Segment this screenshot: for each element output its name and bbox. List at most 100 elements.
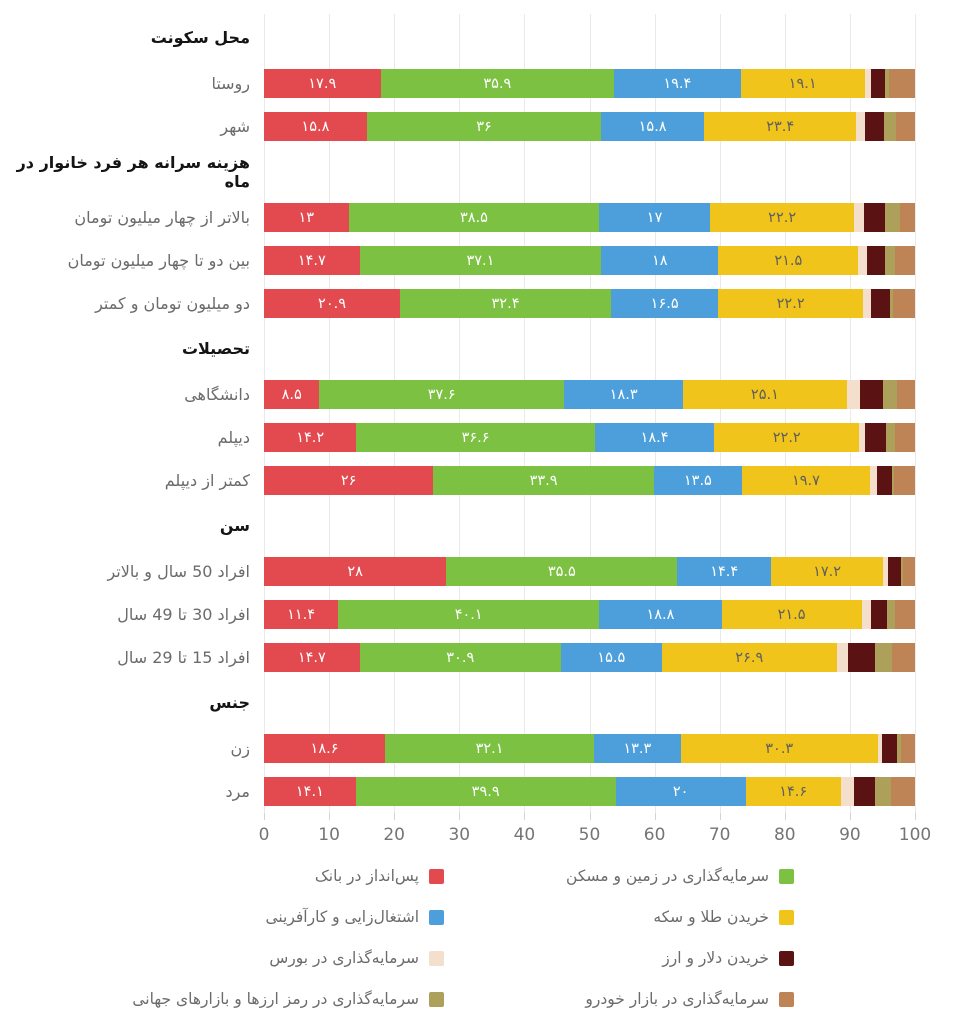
bar-segment[interactable]: ۳۲.۱	[385, 734, 595, 763]
bar-segment[interactable]: ۱۳	[264, 203, 349, 232]
bar-segment[interactable]: ۱۱.۴	[264, 600, 339, 629]
bar-segment[interactable]: ۱۴.۲	[264, 423, 357, 452]
bar-segment[interactable]: ۱۳.۵	[653, 466, 742, 495]
bar-segment[interactable]	[875, 777, 892, 806]
bar-segment[interactable]: ۱۵.۵	[560, 643, 662, 672]
bar-segment[interactable]: ۱۸.۴	[594, 423, 715, 452]
bar-segment[interactable]	[891, 777, 915, 806]
bar-segment[interactable]	[894, 466, 915, 495]
bar-segment[interactable]	[864, 423, 886, 452]
bar-segment[interactable]	[897, 734, 901, 763]
bar-segment[interactable]	[870, 600, 887, 629]
bar-segment[interactable]: ۱۵.۸	[601, 112, 705, 141]
bar-segment[interactable]: ۱۹.۱	[740, 69, 865, 98]
legend-item[interactable]: سرمایه‌گذاری در بورس	[128, 947, 444, 969]
bar-segment[interactable]	[854, 203, 865, 232]
bar-segment[interactable]	[889, 289, 893, 318]
bar-segment[interactable]	[884, 69, 889, 98]
bar-segment[interactable]	[883, 380, 898, 409]
legend-item[interactable]: سرمایه‌گذاری در زمین و مسکن	[478, 865, 794, 887]
bar-segment[interactable]	[862, 289, 872, 318]
bar-segment[interactable]	[847, 643, 875, 672]
bar-segment[interactable]: ۳۲.۴	[400, 289, 611, 318]
bar-segment[interactable]	[836, 643, 848, 672]
bar-segment[interactable]	[846, 380, 860, 409]
bar-segment[interactable]	[864, 203, 885, 232]
bar-segment[interactable]: ۳۰.۳	[680, 734, 878, 763]
bar-segment[interactable]: ۸.۵	[264, 380, 320, 409]
bar-segment[interactable]: ۳۶.۶	[356, 423, 595, 452]
bar-segment[interactable]: ۱۸.۸	[599, 600, 722, 629]
bar-segment[interactable]	[894, 600, 915, 629]
bar-segment[interactable]	[886, 600, 895, 629]
bar-segment[interactable]: ۱۴.۱	[264, 777, 356, 806]
bar-segment[interactable]: ۳۶	[366, 112, 602, 141]
bar-segment[interactable]	[891, 466, 895, 495]
legend-item[interactable]: پس‌انداز در بانک	[128, 865, 444, 887]
bar-segment[interactable]	[896, 112, 915, 141]
bar-segment[interactable]	[859, 380, 884, 409]
bar-segment[interactable]	[885, 203, 900, 232]
bar-segment[interactable]: ۱۸	[601, 246, 719, 275]
bar-segment[interactable]: ۱۴.۷	[264, 246, 360, 275]
bar-segment[interactable]: ۱۴.۴	[677, 557, 772, 586]
bar-segment[interactable]: ۱۹.۴	[614, 69, 741, 98]
bar-segment[interactable]	[870, 466, 878, 495]
bar-segment[interactable]: ۲۰	[615, 777, 746, 806]
bar-segment[interactable]: ۱۸.۶	[264, 734, 386, 763]
legend-item[interactable]: اشتغال‌زایی و کارآفرینی	[128, 906, 444, 928]
bar-segment[interactable]	[871, 289, 890, 318]
bar-segment[interactable]: ۳۸.۵	[348, 203, 600, 232]
bar-segment[interactable]	[865, 112, 884, 141]
bar-segment[interactable]: ۱۶.۵	[610, 289, 719, 318]
bar-segment[interactable]	[885, 246, 895, 275]
bar-segment[interactable]	[882, 734, 898, 763]
legend-item[interactable]: خریدن دلار و ارز	[478, 947, 794, 969]
bar-segment[interactable]: ۱۷	[599, 203, 710, 232]
bar-segment[interactable]: ۱۷.۲	[771, 557, 884, 586]
bar-segment[interactable]	[900, 557, 903, 586]
bar-segment[interactable]	[883, 557, 888, 586]
bar-segment[interactable]	[859, 423, 865, 452]
bar-segment[interactable]: ۲۵.۱	[683, 380, 847, 409]
bar-segment[interactable]: ۳۹.۹	[355, 777, 616, 806]
bar-segment[interactable]	[866, 246, 885, 275]
bar-segment[interactable]: ۲۱.۵	[718, 246, 859, 275]
bar-segment[interactable]: ۲۲.۲	[714, 423, 859, 452]
bar-segment[interactable]: ۳۷.۱	[359, 246, 602, 275]
bar-segment[interactable]	[858, 246, 867, 275]
bar-segment[interactable]: ۳۵.۹	[380, 69, 615, 98]
bar-segment[interactable]: ۴۰.۱	[338, 600, 600, 629]
bar-segment[interactable]: ۱۵.۸	[264, 112, 367, 141]
bar-segment[interactable]	[902, 557, 915, 586]
bar-segment[interactable]	[874, 643, 893, 672]
bar-segment[interactable]	[853, 777, 876, 806]
bar-segment[interactable]: ۲۱.۵	[721, 600, 862, 629]
bar-segment[interactable]: ۳۳.۹	[433, 466, 654, 495]
bar-segment[interactable]: ۱۹.۷	[741, 466, 871, 495]
bar-segment[interactable]	[864, 69, 872, 98]
bar-segment[interactable]: ۱۷.۹	[264, 69, 381, 98]
bar-segment[interactable]: ۳۵.۵	[446, 557, 678, 586]
bar-segment[interactable]: ۲۳.۴	[704, 112, 857, 141]
bar-segment[interactable]	[900, 734, 915, 763]
bar-segment[interactable]	[894, 246, 915, 275]
bar-segment[interactable]	[887, 557, 901, 586]
bar-segment[interactable]: ۱۴.۷	[264, 643, 360, 672]
bar-segment[interactable]	[840, 777, 854, 806]
legend-item[interactable]: خریدن طلا و سکه	[478, 906, 794, 928]
bar-segment[interactable]	[885, 423, 895, 452]
bar-segment[interactable]	[894, 423, 915, 452]
bar-segment[interactable]: ۲۶	[264, 466, 434, 495]
bar-segment[interactable]	[892, 289, 915, 318]
bar-segment[interactable]: ۲۰.۹	[264, 289, 401, 318]
bar-segment[interactable]: ۲۸	[264, 557, 447, 586]
bar-segment[interactable]: ۲۲.۲	[718, 289, 863, 318]
bar-segment[interactable]	[897, 380, 915, 409]
bar-segment[interactable]: ۱۴.۶	[745, 777, 841, 806]
bar-segment[interactable]	[883, 112, 897, 141]
bar-segment[interactable]: ۳۰.۹	[359, 643, 561, 672]
bar-segment[interactable]: ۲۶.۹	[661, 643, 837, 672]
legend-item[interactable]: سرمایه‌گذاری در بازار خودرو	[478, 988, 794, 1010]
bar-segment[interactable]: ۱۸.۳	[564, 380, 684, 409]
